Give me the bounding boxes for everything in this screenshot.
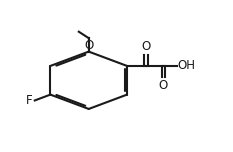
Text: O: O: [84, 40, 93, 52]
Text: F: F: [26, 94, 33, 107]
Text: O: O: [158, 79, 168, 92]
Text: OH: OH: [178, 59, 195, 73]
Text: O: O: [141, 40, 151, 53]
